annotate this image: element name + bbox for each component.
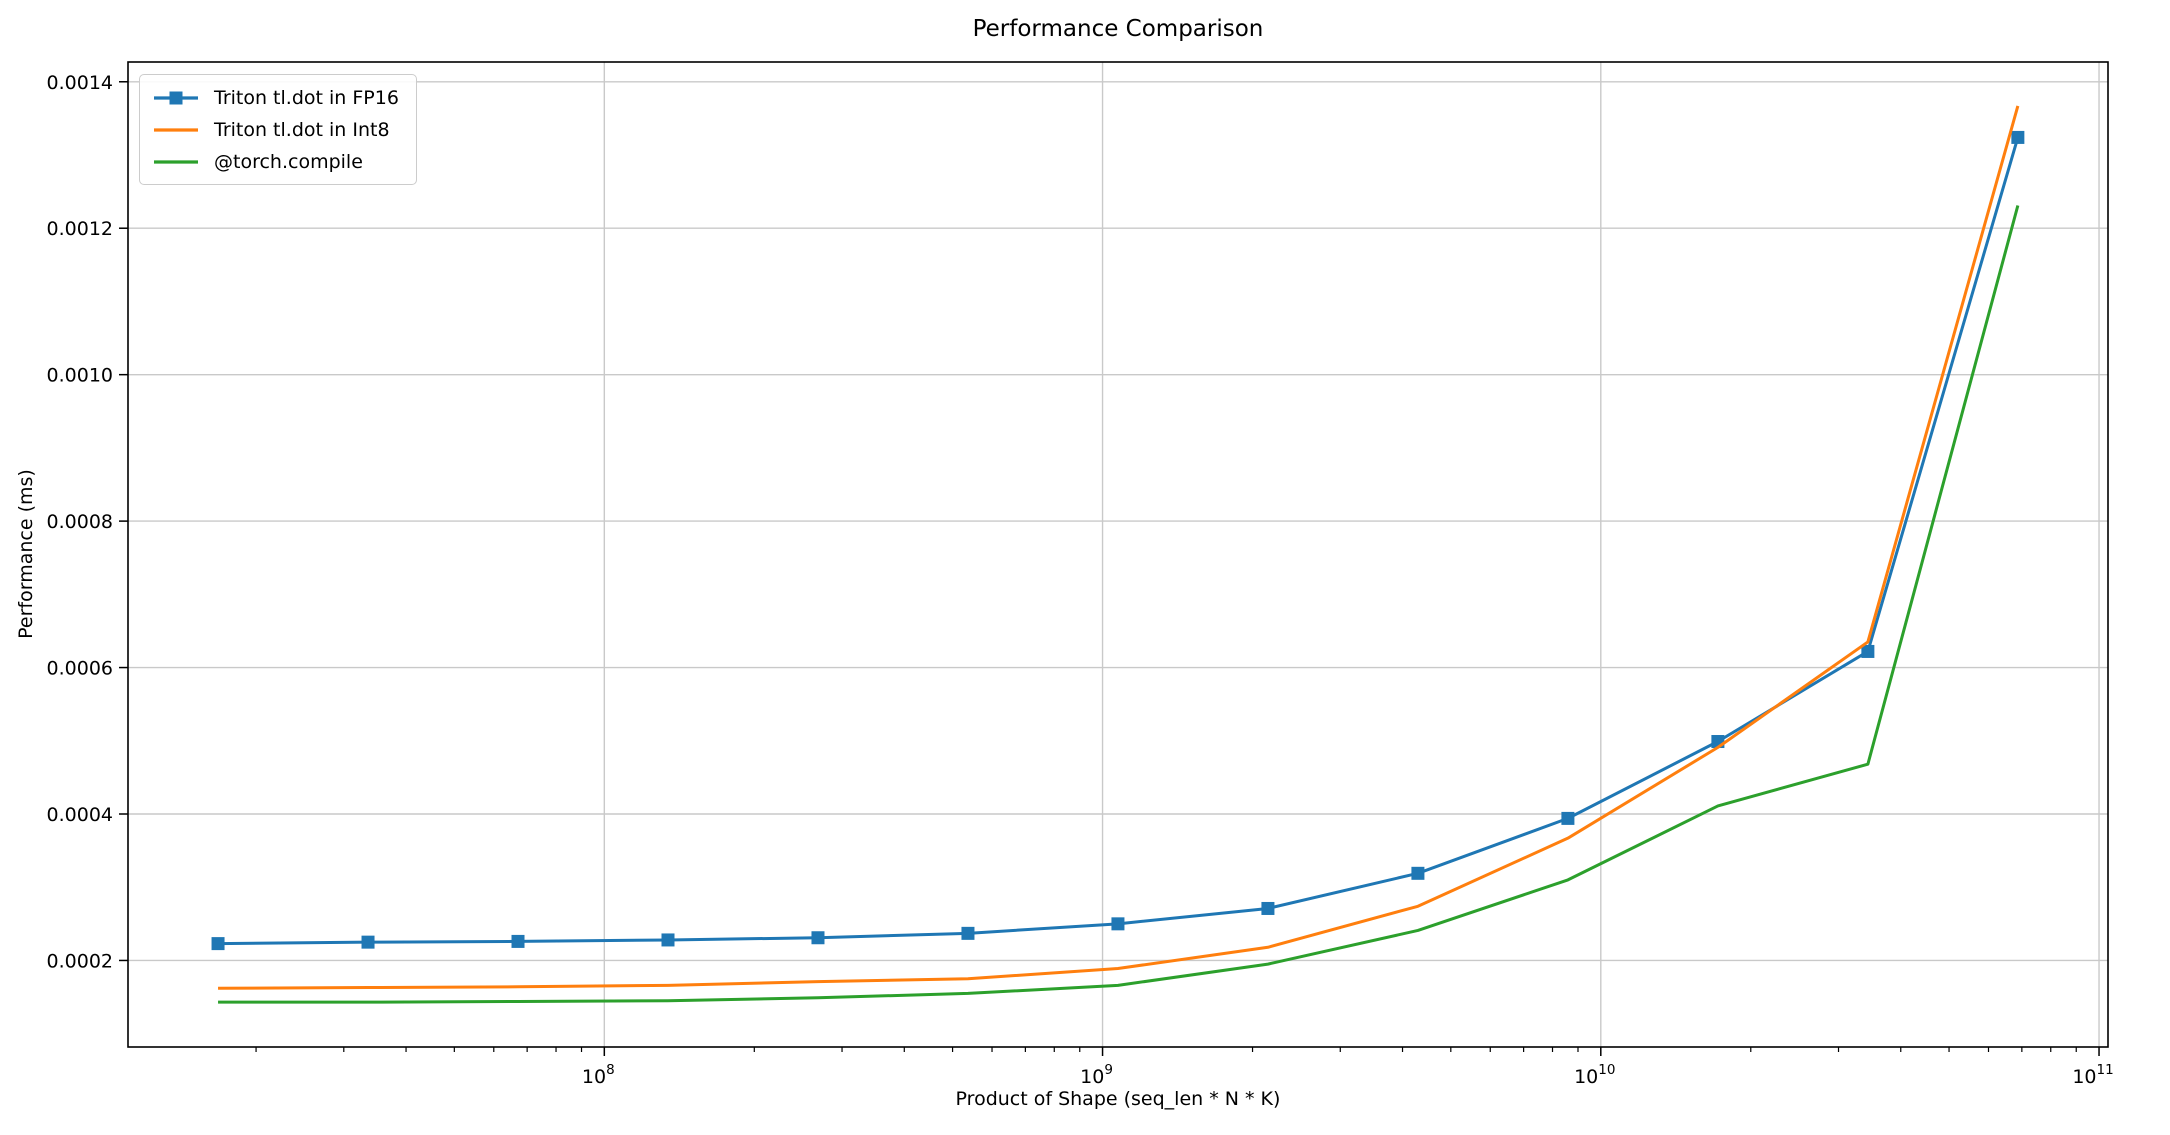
series-marker-square [1561,811,1575,825]
series-marker-square [961,926,975,940]
series-line-2 [218,205,2020,1004]
series-marker-square [2011,130,2025,144]
x-axis-label: Product of Shape (seq_len * N * K) [955,1088,1281,1110]
series-marker-square [361,935,375,949]
legend: Triton tl.dot in FP16 Triton tl.dot in I… [139,74,417,185]
legend-sample-line-with-square-marker [154,91,198,104]
legend-label: Triton tl.dot in Int8 [214,118,390,141]
y-tick-label: 0.0002 [47,950,113,972]
y-tick-label: 0.0008 [47,511,113,533]
legend-item-torch-compile: @torch.compile [152,148,404,175]
series-marker-square [1261,901,1275,915]
series-marker-square [1111,917,1125,931]
y-tick-label: 0.0010 [47,365,113,387]
series-line-1 [218,105,2020,990]
legend-sample-line [154,159,198,164]
y-tick-label: 0.0014 [47,72,113,94]
legend-label: Triton tl.dot in FP16 [214,86,399,109]
legend-label: @torch.compile [214,150,363,173]
legend-sample-line [154,127,198,132]
y-tick-label: 0.0012 [47,218,113,240]
series-marker-square [1411,866,1425,880]
y-axis-label: Performance (ms) [15,469,37,639]
legend-item-int8: Triton tl.dot in Int8 [152,116,404,143]
x-tick-label: 109 [1080,1062,1113,1088]
series-marker-square [211,937,225,951]
x-tick-label: 1010 [1574,1062,1615,1088]
legend-item-fp16: Triton tl.dot in FP16 [152,84,404,111]
y-tick-label: 0.0006 [47,658,113,680]
series-marker-square [1861,644,1875,658]
series-marker-square [661,933,675,947]
chart-title: Performance Comparison [972,16,1264,42]
axes-spines [127,61,2109,1048]
plot-area [128,62,2108,1047]
series-marker-square [811,931,825,945]
y-tick-label: 0.0004 [47,804,113,826]
x-tick-label: 1011 [2072,1062,2113,1088]
series-marker-square [511,934,525,948]
x-tick-label: 108 [582,1062,615,1088]
